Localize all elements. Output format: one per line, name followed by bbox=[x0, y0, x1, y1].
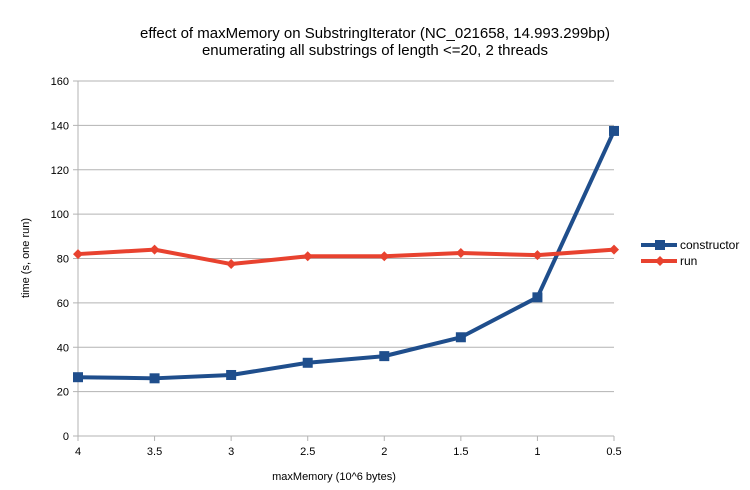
legend-marker bbox=[655, 240, 665, 250]
series-run bbox=[73, 244, 619, 270]
y-tick-label: 140 bbox=[51, 120, 69, 132]
y-tick-label: 0 bbox=[63, 431, 69, 443]
x-axis-label: maxMemory (10^6 bytes) bbox=[272, 471, 396, 483]
data-point bbox=[302, 251, 313, 262]
legend-item-constructor: constructor bbox=[641, 238, 739, 252]
data-point bbox=[379, 351, 390, 362]
x-axis-ticks: 4 3.5 3 2.5 2 1.5 1 0.5 bbox=[75, 436, 622, 458]
legend-label: constructor bbox=[680, 238, 739, 252]
legend-item-run: run bbox=[641, 254, 697, 268]
data-point bbox=[609, 125, 619, 136]
series-constructor bbox=[73, 125, 619, 384]
data-point bbox=[455, 247, 466, 258]
y-tick-label: 100 bbox=[51, 209, 69, 221]
x-tick-label: 3.5 bbox=[147, 446, 162, 458]
data-point bbox=[609, 244, 619, 255]
legend-label: run bbox=[680, 254, 697, 268]
x-tick-label: 0.5 bbox=[606, 446, 621, 458]
data-point bbox=[532, 292, 543, 303]
data-point bbox=[455, 332, 466, 343]
series-line-run bbox=[77, 247, 615, 267]
y-axis-label: time (s, one run) bbox=[20, 218, 32, 298]
x-tick-label: 3 bbox=[228, 446, 234, 458]
chart-subtitle: enumerating all substrings of length <=2… bbox=[202, 42, 548, 59]
y-tick-label: 80 bbox=[57, 254, 69, 266]
data-point bbox=[73, 249, 83, 260]
chart-title: effect of maxMemory on SubstringIterator… bbox=[140, 25, 610, 42]
series-line-constructor bbox=[77, 130, 616, 381]
y-tick-label: 40 bbox=[57, 342, 69, 354]
x-tick-label: 2.5 bbox=[300, 446, 315, 458]
x-tick-label: 4 bbox=[75, 446, 81, 458]
y-tick-label: 60 bbox=[57, 298, 69, 310]
y-tick-label: 160 bbox=[51, 76, 69, 88]
y-tick-label: 20 bbox=[57, 387, 69, 399]
data-point bbox=[73, 372, 83, 383]
y-axis-ticks: 0 20 40 60 80 100 120 140 160 bbox=[51, 76, 78, 443]
y-tick-label: 120 bbox=[51, 165, 69, 177]
x-tick-label: 1 bbox=[534, 446, 540, 458]
series-layer bbox=[73, 125, 619, 384]
x-tick-label: 1.5 bbox=[453, 446, 468, 458]
data-point bbox=[532, 250, 543, 261]
x-tick-label: 2 bbox=[381, 446, 387, 458]
data-point bbox=[226, 259, 237, 270]
data-point bbox=[149, 373, 160, 384]
data-point bbox=[302, 357, 313, 368]
data-point bbox=[379, 251, 390, 262]
legend: constructor run bbox=[641, 238, 739, 268]
data-point bbox=[226, 369, 237, 380]
gridlines bbox=[78, 80, 614, 393]
legend-marker bbox=[655, 256, 665, 266]
data-point bbox=[149, 244, 160, 255]
